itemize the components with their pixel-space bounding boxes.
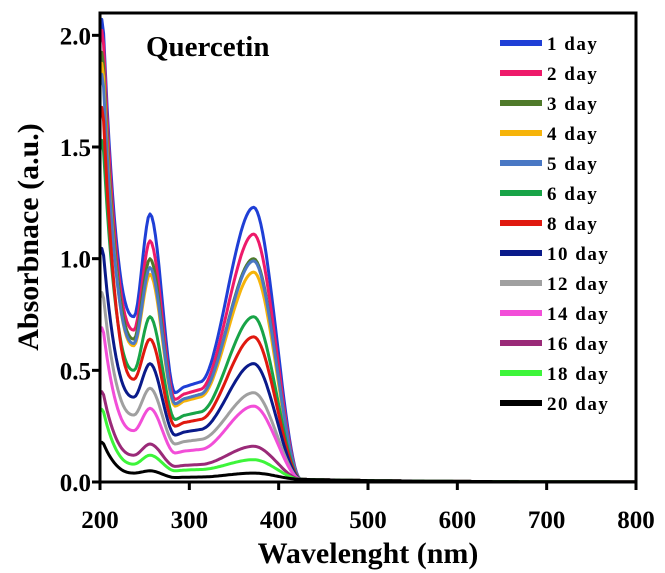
x-tick-label-6: 800 (617, 507, 655, 534)
y-tick-label-0: 0.0 (60, 470, 91, 497)
x-tick-label-2: 400 (260, 507, 298, 534)
legend-label-5: 5 day (547, 154, 598, 175)
y-axis-title: Absorbnace (a.u.) (12, 123, 45, 351)
y-tick-label-3: 1.5 (60, 135, 91, 162)
legend-label-4: 4 day (547, 124, 598, 145)
compound-annotation: Quercetin (146, 31, 270, 63)
x-tick-label-4: 600 (439, 507, 477, 534)
legend-label-9: 12 day (547, 274, 609, 295)
legend-label-11: 16 day (547, 334, 609, 355)
legend-label-6: 6 day (547, 184, 598, 205)
legend-label-13: 20 day (547, 394, 609, 415)
x-axis-title: Wavelenght (nm) (258, 537, 479, 570)
legend-label-8: 10 day (547, 244, 609, 265)
legend-label-7: 8 day (547, 214, 598, 235)
legend-label-1: 1 day (547, 34, 598, 55)
legend-label-2: 2 day (547, 64, 598, 85)
series-line-13 (99, 440, 636, 484)
series-line-12 (98, 407, 636, 484)
x-tick-label-0: 200 (81, 507, 119, 534)
y-tick-label-1: 0.5 (60, 358, 91, 385)
legend-label-12: 18 day (547, 364, 609, 385)
legend-label-3: 3 day (547, 94, 598, 115)
legend-label-10: 14 day (547, 304, 609, 325)
y-tick-label-4: 2.0 (60, 23, 91, 50)
axis-ticks: 200 300 400 500 600 700 800 0.0 0.5 1.0 1.5 2.0 (60, 23, 655, 534)
y-tick-label-2: 1.0 (60, 247, 91, 274)
x-tick-label-1: 300 (171, 507, 209, 534)
x-tick-label-3: 500 (349, 507, 387, 534)
legend: 1 day 2 day 3 day 4 day 5 day 6 day 8 day 10 da… (500, 34, 609, 415)
x-tick-label-5: 700 (528, 507, 566, 534)
